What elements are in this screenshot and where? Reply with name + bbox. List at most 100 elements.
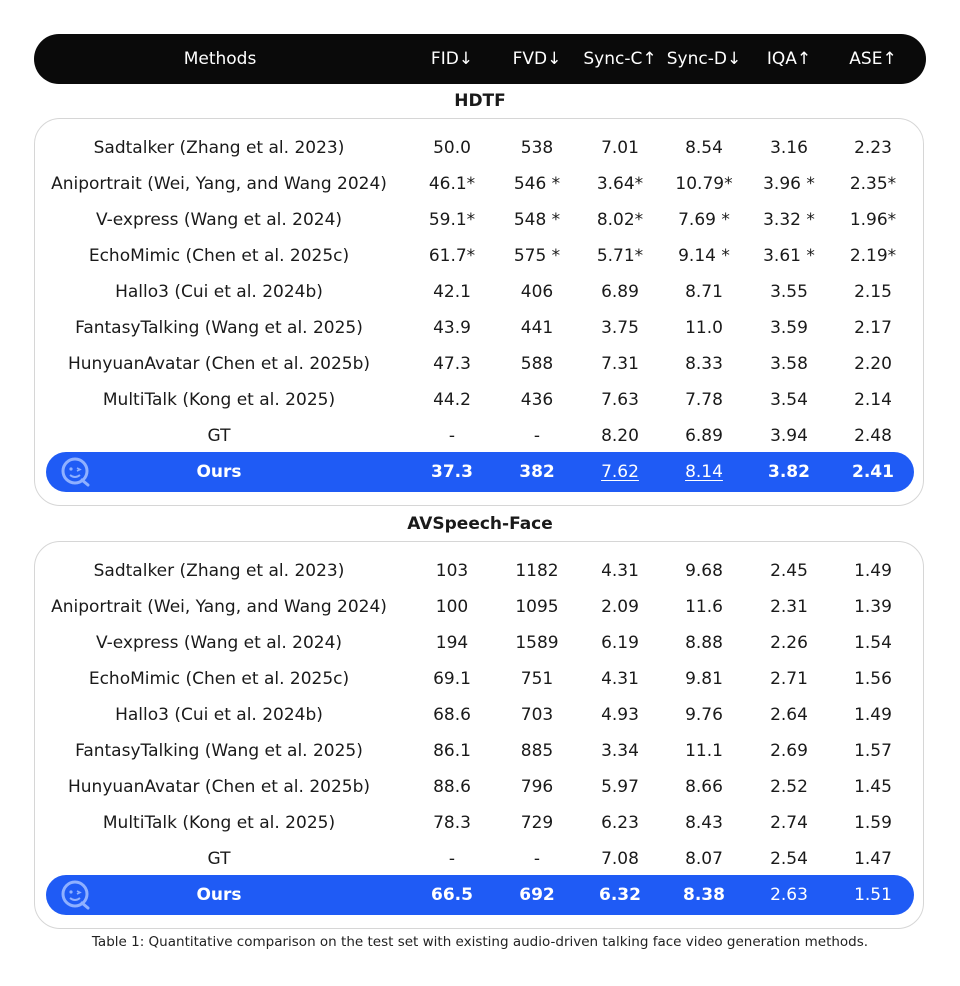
table-caption: Table 1: Quantitative comparison on the … <box>91 934 869 950</box>
ours-sync-c: 7.62 <box>601 462 639 482</box>
fvd-cell: 436 <box>520 390 554 410</box>
iqa-cell: 3.96 * <box>763 174 815 194</box>
iqa-cell: 2.69 <box>770 741 808 761</box>
table-row: HunyuanAvatar (Chen et al. 2025b) 88.6 796… <box>0 769 960 805</box>
fid-cell: 44.2 <box>433 390 471 410</box>
sync-c-cell: 3.64* <box>596 174 644 194</box>
ours-fid: 66.5 <box>431 885 473 905</box>
section-title-hdtf: HDTF <box>454 91 506 111</box>
iqa-cell: 2.26 <box>770 633 808 653</box>
sync-d-cell: 9.81 <box>685 669 723 689</box>
table-row: MultiTalk (Kong et al. 2025) 44.2 436 7.63 7… <box>0 382 960 418</box>
header-methods: Methods <box>183 49 257 69</box>
sync-c-cell: 7.08 <box>601 849 639 869</box>
fid-cell: 59.1* <box>428 210 476 230</box>
iqa-cell: 3.58 <box>770 354 808 374</box>
method-cell: HunyuanAvatar (Chen et al. 2025b) <box>67 354 371 374</box>
sync-d-cell: 8.33 <box>685 354 723 374</box>
method-cell: Hallo3 (Cui et al. 2024b) <box>115 282 323 302</box>
ase-cell: 1.39 <box>854 597 892 617</box>
chat-face-icon <box>61 880 90 910</box>
fvd-cell: 548 * <box>513 210 561 230</box>
fvd-cell: 588 <box>520 354 554 374</box>
iqa-cell: 2.71 <box>770 669 808 689</box>
sync-c-cell: 6.19 <box>601 633 639 653</box>
sync-d-cell: 8.54 <box>685 138 723 158</box>
fid-cell: 42.1 <box>433 282 471 302</box>
fid-cell: 100 <box>435 597 469 617</box>
section-title-avspeech: AVSpeech-Face <box>407 514 553 534</box>
fid-cell: 194 <box>435 633 469 653</box>
chat-face-icon <box>61 457 90 487</box>
fid-cell: 86.1 <box>433 741 471 761</box>
ase-cell: 2.20 <box>854 354 892 374</box>
method-cell: EchoMimic (Chen et al. 2025c) <box>88 669 350 689</box>
method-cell: V-express (Wang et al. 2024) <box>95 210 343 230</box>
table-row: FantasyTalking (Wang et al. 2025) 43.9 441… <box>0 310 960 346</box>
header-fid: FID↓ <box>430 49 474 69</box>
method-cell: GT <box>207 849 231 869</box>
table-row: MultiTalk (Kong et al. 2025) 78.3 729 6.23 8… <box>0 805 960 841</box>
fvd-cell: 441 <box>520 318 554 338</box>
hdtf-panel <box>34 118 924 506</box>
fid-cell: 43.9 <box>433 318 471 338</box>
ase-cell: 2.35* <box>849 174 897 194</box>
method-cell: Aniportrait (Wei, Yang, and Wang 2024) <box>51 597 387 617</box>
ase-cell: 2.19* <box>849 246 897 266</box>
fid-cell: - <box>448 426 456 446</box>
ase-cell: 1.45 <box>854 777 892 797</box>
iqa-cell: 2.52 <box>770 777 808 797</box>
sync-d-cell: 7.69 * <box>678 210 730 230</box>
ours-ase: 2.41 <box>852 462 894 482</box>
iqa-cell: 2.54 <box>770 849 808 869</box>
ours-iqa: 2.63 <box>770 885 808 905</box>
fvd-cell: 1589 <box>515 633 559 653</box>
iqa-cell: 3.54 <box>770 390 808 410</box>
ase-cell: 2.14 <box>854 390 892 410</box>
fvd-cell: 1095 <box>515 597 559 617</box>
sync-d-cell: 8.66 <box>685 777 723 797</box>
ase-cell: 1.49 <box>854 705 892 725</box>
method-cell: Sadtalker (Zhang et al. 2023) <box>93 561 345 581</box>
iqa-cell: 2.64 <box>770 705 808 725</box>
sync-d-cell: 9.76 <box>685 705 723 725</box>
iqa-cell: 3.16 <box>770 138 808 158</box>
ours-fid: 37.3 <box>431 462 473 482</box>
sync-d-cell: 9.14 * <box>678 246 730 266</box>
iqa-cell: 2.31 <box>770 597 808 617</box>
sync-d-cell: 8.71 <box>685 282 723 302</box>
fid-cell: 88.6 <box>433 777 471 797</box>
ours-label: Ours <box>196 885 242 905</box>
sync-d-cell: 8.43 <box>685 813 723 833</box>
method-cell: V-express (Wang et al. 2024) <box>95 633 343 653</box>
ase-cell: 1.47 <box>854 849 892 869</box>
table-row: V-express (Wang et al. 2024) 59.1* 548 * 8.… <box>0 202 960 238</box>
sync-c-cell: 4.31 <box>601 561 639 581</box>
table-row: EchoMimic (Chen et al. 2025c) 61.7* 575 * 5… <box>0 238 960 274</box>
header-iqa: IQA↑ <box>766 49 812 69</box>
method-cell: MultiTalk (Kong et al. 2025) <box>102 390 336 410</box>
sync-d-cell: 7.78 <box>685 390 723 410</box>
iqa-cell: 2.45 <box>770 561 808 581</box>
sync-c-cell: 7.01 <box>601 138 639 158</box>
sync-d-cell: 10.79* <box>675 174 733 194</box>
avspeech-panel <box>34 541 924 929</box>
ase-cell: 1.57 <box>854 741 892 761</box>
ours-iqa: 3.82 <box>768 462 810 482</box>
fid-cell: - <box>448 849 456 869</box>
fid-cell: 46.1* <box>428 174 476 194</box>
sync-c-cell: 7.31 <box>601 354 639 374</box>
method-cell: Hallo3 (Cui et al. 2024b) <box>115 705 323 725</box>
sync-c-cell: 6.23 <box>601 813 639 833</box>
method-cell: FantasyTalking (Wang et al. 2025) <box>75 741 363 761</box>
method-cell: MultiTalk (Kong et al. 2025) <box>102 813 336 833</box>
fvd-cell: - <box>533 849 541 869</box>
iqa-cell: 3.32 * <box>763 210 815 230</box>
fvd-cell: 575 * <box>513 246 561 266</box>
sync-d-cell: 8.07 <box>685 849 723 869</box>
ours-sync-c: 6.32 <box>599 885 641 905</box>
sync-d-cell: 6.89 <box>685 426 723 446</box>
sync-d-cell: 11.6 <box>685 597 723 617</box>
fvd-cell: 546 * <box>513 174 561 194</box>
fid-cell: 50.0 <box>433 138 471 158</box>
